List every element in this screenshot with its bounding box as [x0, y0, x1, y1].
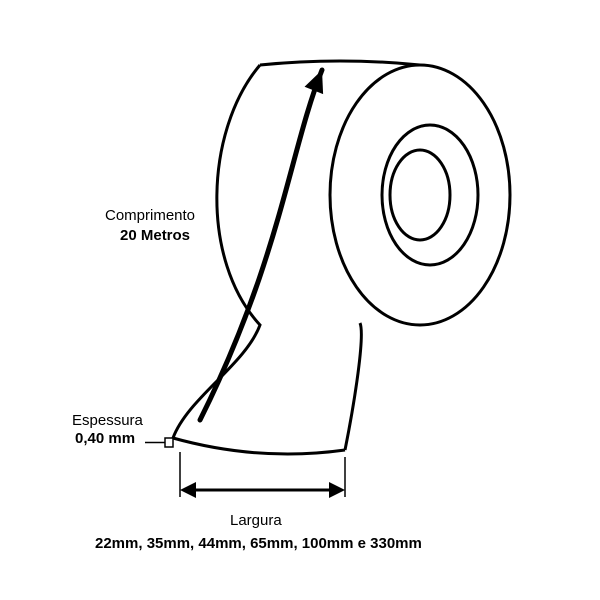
length-arrow-shaft	[200, 70, 322, 420]
tape-roll	[145, 61, 510, 454]
width-arrow-head-right	[329, 482, 345, 498]
roll-inner-ellipse	[382, 125, 478, 265]
length-arrow	[200, 70, 323, 420]
tail-front-edge	[173, 438, 345, 454]
tape-roll-diagram: Comprimento 20 Metros Espessura 0,40 mm …	[0, 0, 600, 600]
width-arrow-head-left	[180, 482, 196, 498]
length-label-title: Comprimento	[105, 207, 195, 224]
thickness-label-value: 0,40 mm	[75, 430, 135, 447]
roll-outer-ellipse	[330, 65, 510, 325]
width-label-value: 22mm, 35mm, 44mm, 65mm, 100mm e 330mm	[95, 535, 422, 552]
width-label-title: Largura	[230, 512, 282, 529]
width-arrow	[180, 452, 345, 498]
thickness-label-title: Espessura	[72, 412, 144, 429]
roll-core-ellipse	[390, 150, 450, 240]
roll-tail-right	[345, 323, 361, 450]
length-label-value: 20 Metros	[120, 227, 190, 244]
thickness-indicator-box	[165, 438, 173, 447]
roll-top-arc	[260, 61, 420, 65]
